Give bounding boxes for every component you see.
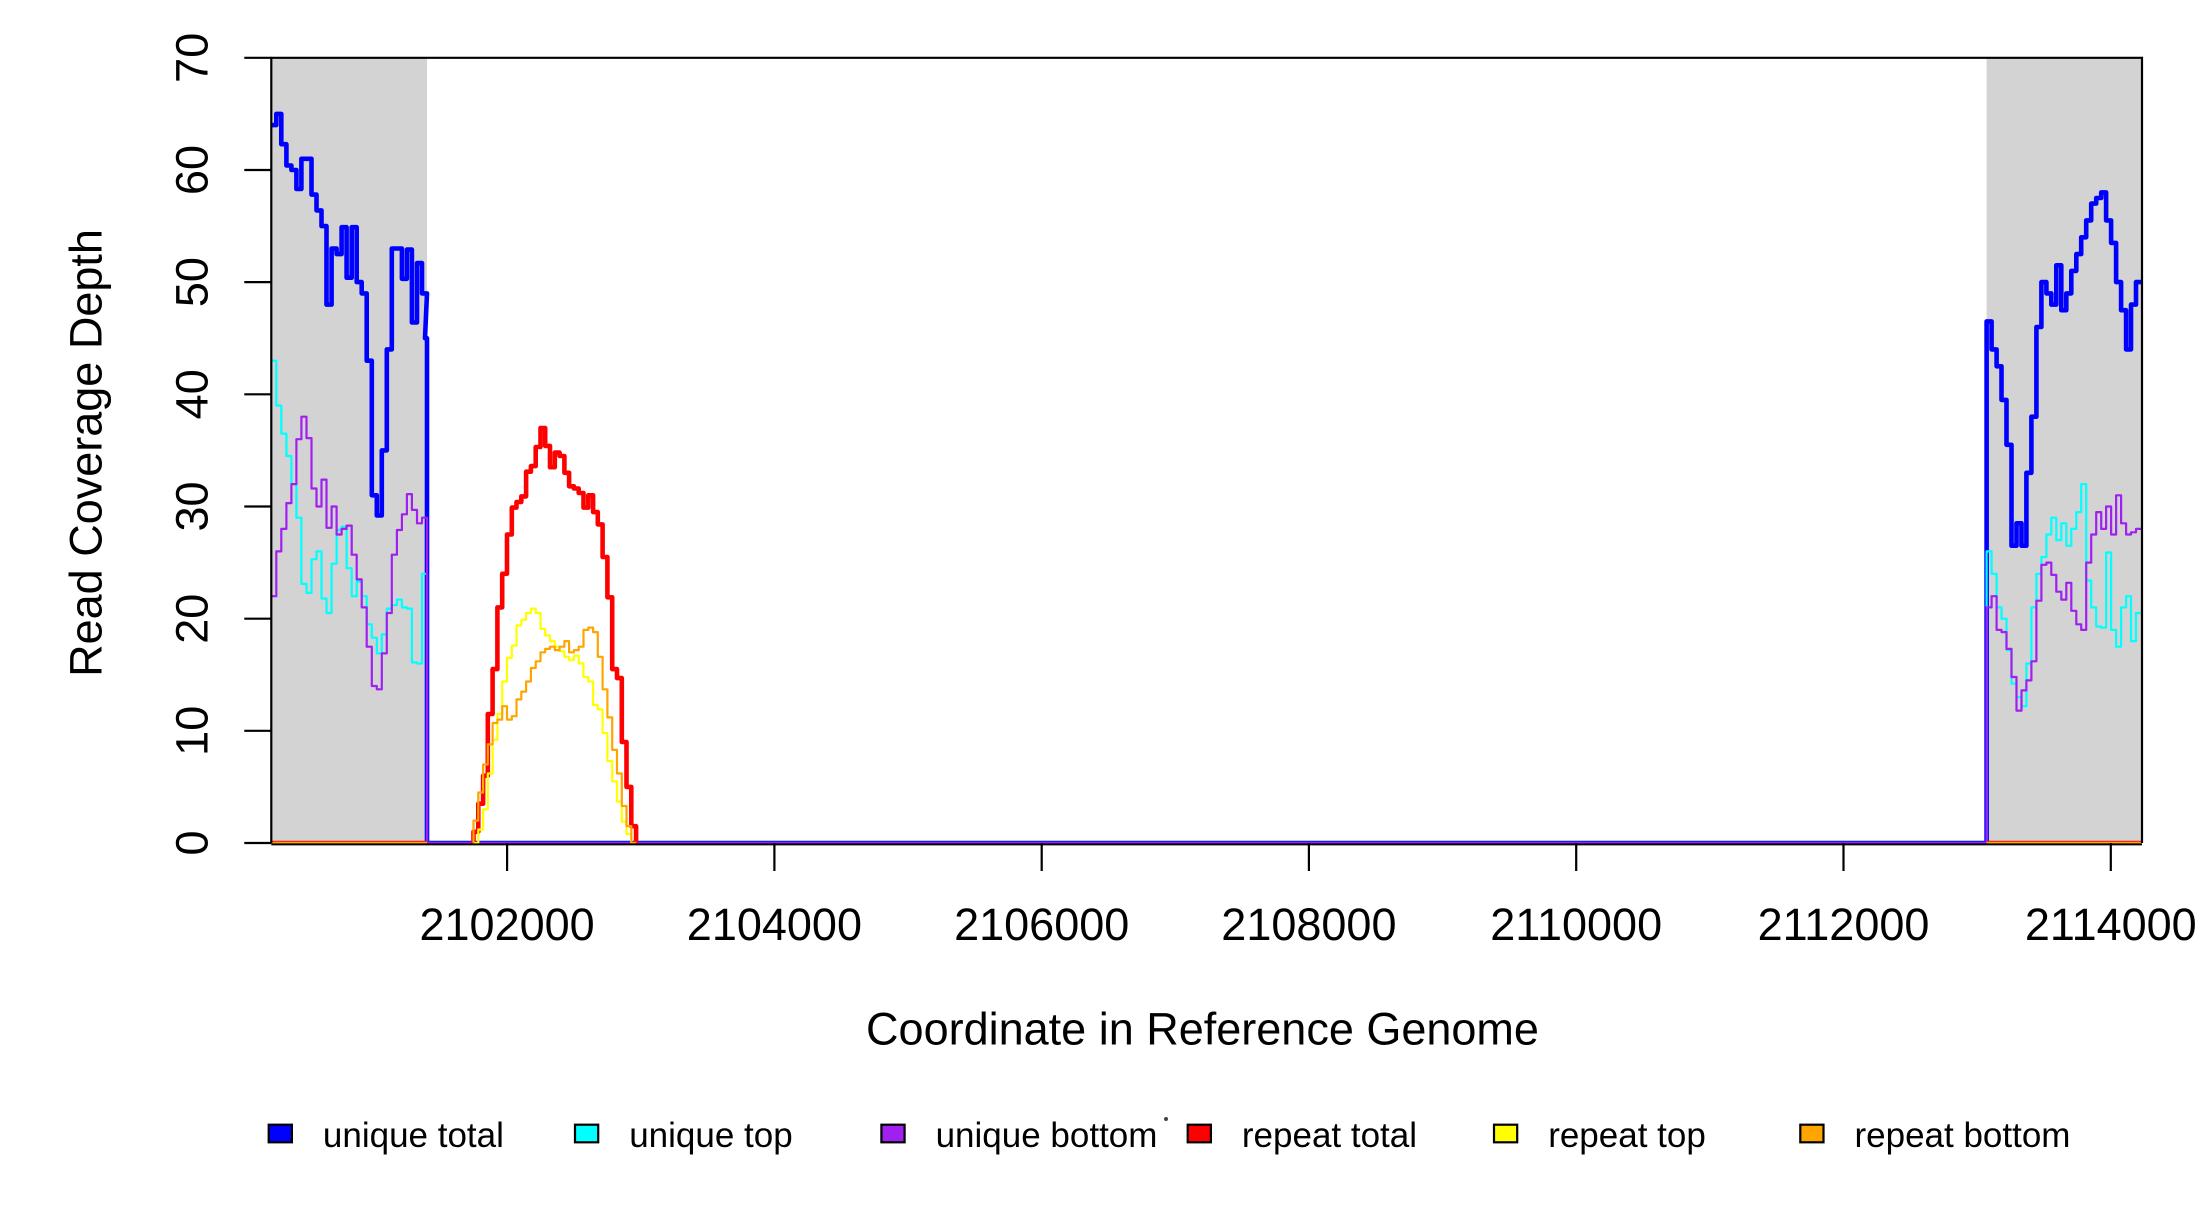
svg-text:2110000: 2110000: [1490, 899, 1662, 950]
svg-text:repeat bottom: repeat bottom: [1855, 1116, 2071, 1155]
svg-text:unique total: unique total: [323, 1116, 504, 1155]
svg-text:70: 70: [167, 33, 218, 83]
svg-text:30: 30: [167, 481, 218, 531]
svg-text:repeat top: repeat top: [1548, 1116, 1706, 1155]
svg-text:unique top: unique top: [629, 1116, 792, 1155]
svg-text:2114000: 2114000: [2025, 899, 2197, 950]
svg-text:repeat total: repeat total: [1242, 1116, 1417, 1155]
svg-text:Read Coverage Depth: Read Coverage Depth: [60, 229, 111, 677]
svg-text:unique bottom: unique bottom: [936, 1116, 1158, 1155]
svg-text:2112000: 2112000: [1758, 899, 1930, 950]
svg-text:20: 20: [167, 594, 218, 644]
svg-text:60: 60: [167, 145, 218, 195]
svg-text:2104000: 2104000: [687, 899, 862, 950]
svg-text:40: 40: [167, 369, 218, 419]
svg-text:50: 50: [167, 257, 218, 307]
svg-text:2108000: 2108000: [1221, 899, 1396, 950]
svg-text:10: 10: [167, 706, 218, 756]
svg-text:0: 0: [167, 830, 218, 855]
svg-text:Coordinate in Reference Genome: Coordinate in Reference Genome: [866, 1004, 1539, 1055]
svg-text:2102000: 2102000: [419, 899, 594, 950]
svg-text:2106000: 2106000: [954, 899, 1129, 950]
